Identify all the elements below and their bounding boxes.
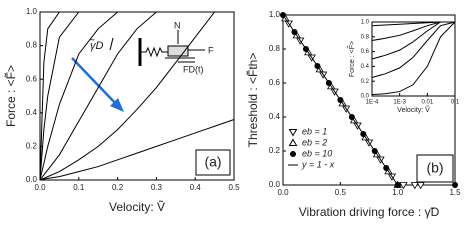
y-tick-label: 0.6 <box>26 74 38 83</box>
x-axis-label: Vibration driving force : γ̃D <box>299 205 440 219</box>
plot-frame <box>282 14 456 186</box>
legend-label: eb = 1 <box>302 126 327 136</box>
panel-label-box <box>416 154 454 183</box>
y-tick-label: 0.8 <box>361 34 370 40</box>
panel-label: (b) <box>426 160 443 176</box>
x-tick-label: 0.1 <box>73 183 85 192</box>
y-tick-label: 0.4 <box>361 64 370 70</box>
annotation: γ̃D <box>90 39 104 52</box>
y-tick-label: 0.0 <box>361 94 370 100</box>
legend-marker <box>290 151 296 157</box>
y-axis-label: Threshold : <F̃th> <box>245 53 260 148</box>
figure: γ̃D N F FD(t) (a) (b) 0.0 0.1 0.2 0.3 0.4 0.5… <box>3 7 461 219</box>
direction-arrowhead <box>110 98 124 112</box>
legend-label: eb = 10 <box>302 148 332 158</box>
y-tick-label: 0.6 <box>361 49 370 55</box>
y-tick-label: 0.8 <box>269 44 281 53</box>
y-tick-label: 1.0 <box>269 10 281 19</box>
x-tick-label: 0.0 <box>277 188 289 197</box>
increase-arrow <box>109 37 114 51</box>
direction-arrow <box>71 57 119 107</box>
y-tick-label: 0.4 <box>269 112 281 121</box>
x-tick-label: 1.0 <box>392 188 404 197</box>
legend-label: eb = 2 <box>302 137 327 147</box>
series-line <box>39 11 234 181</box>
y-tick-label: 0.0 <box>269 180 281 189</box>
y-tick-label: 0.2 <box>361 79 370 85</box>
series-line <box>39 11 234 181</box>
series-line <box>371 21 456 78</box>
x-tick-label: 0.2 <box>112 183 124 192</box>
x-tick-label: 0.4 <box>190 183 202 192</box>
point <box>399 182 408 190</box>
y-tick-label: 1.0 <box>26 7 38 16</box>
x-tick-label: 0.5 <box>228 183 240 192</box>
point <box>452 182 458 188</box>
panel-label-box <box>195 149 231 176</box>
y-tick-label: 0.6 <box>269 78 281 87</box>
y-tick-label: 0.8 <box>26 41 38 50</box>
legend-marker <box>288 129 298 137</box>
y-tick-label: 0.2 <box>269 146 281 155</box>
x-tick-label: 0.5 <box>335 188 347 197</box>
legend-marker <box>288 138 298 146</box>
x-tick-label: 1E-3 <box>393 100 406 106</box>
y-axis-label: Force : <F̃> <box>3 65 18 127</box>
series-line <box>39 119 235 181</box>
x-tick-label: 0.3 <box>151 183 163 192</box>
y-tick-label: 0.4 <box>26 108 38 117</box>
x-axis-label: Velocity: Ṽ <box>109 200 165 214</box>
x-tick-label: 0.0 <box>34 183 46 192</box>
y-axis-label: Force : <F̃> <box>348 41 356 77</box>
x-tick-label: 1E-4 <box>366 100 379 106</box>
series-line <box>371 21 456 96</box>
series-line <box>371 21 455 60</box>
legend-label: y = 1 - x <box>301 159 335 169</box>
annotation: N <box>174 20 181 30</box>
y-tick-label: 1.0 <box>361 20 370 26</box>
annotation: F <box>208 45 214 55</box>
mechanics-diagram <box>138 30 205 66</box>
x-tick-label: 0.1 <box>451 100 460 106</box>
x-axis-label: Velocity: Ṽ <box>397 105 430 114</box>
x-tick-label: 1.5 <box>449 188 461 197</box>
panel-label: (a) <box>204 154 221 170</box>
x-tick-label: 0.01 <box>421 100 433 106</box>
point <box>416 182 425 190</box>
y-tick-label: 0.2 <box>26 142 38 151</box>
y-tick-label: 0.0 <box>26 175 38 184</box>
annotation: FD(t) <box>183 64 204 74</box>
point <box>410 182 420 190</box>
series-line <box>282 14 399 186</box>
